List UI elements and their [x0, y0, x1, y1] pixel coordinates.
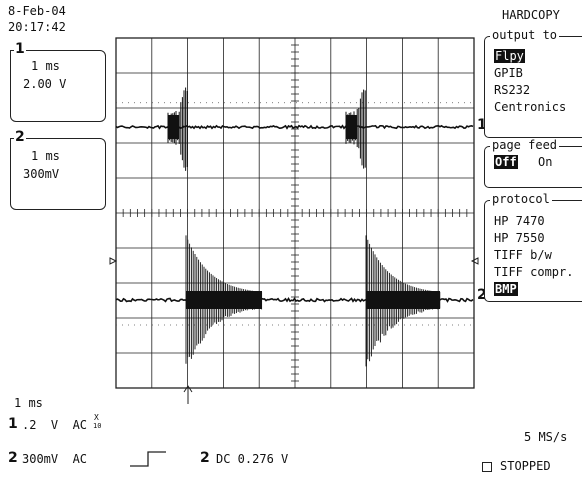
stopped-indicator-icon: [482, 462, 492, 472]
ch-left-position-marker: [110, 258, 116, 264]
status-ch1-number: 1: [8, 416, 18, 432]
trigger-setting: DC 0.276 V: [216, 452, 288, 466]
trigger-point-arrow: [184, 386, 192, 404]
ch1-burst: [168, 88, 187, 171]
output-option-flpy[interactable]: Flpy: [494, 49, 525, 63]
status-ch2-number: 2: [8, 450, 18, 466]
ch1-burst: [346, 90, 365, 169]
ch1-probe-attenuation-top: X: [94, 414, 99, 422]
output-option-rs232[interactable]: RS232: [494, 83, 530, 97]
ch2-burst: [186, 235, 262, 363]
status-ch1-setting: .2 V AC: [22, 418, 87, 432]
output-option-gpib[interactable]: GPIB: [494, 66, 523, 80]
protocol-option-hp7470[interactable]: HP 7470: [494, 214, 545, 228]
ch2-burst: [366, 235, 440, 366]
trigger-slope-icon: [130, 452, 166, 466]
run-state: STOPPED: [500, 459, 551, 473]
status-timebase: 1 ms: [14, 396, 43, 410]
protocol-legend: protocol: [490, 193, 552, 205]
sample-rate: 5 MS/s: [524, 430, 567, 444]
menu-title: HARDCOPY: [502, 8, 560, 22]
protocol-option-hp7550[interactable]: HP 7550: [494, 231, 545, 245]
graticule-grid: [116, 38, 474, 388]
protocol-option-tiff-bw[interactable]: TIFF b/w: [494, 248, 552, 262]
output-to-legend: output to: [490, 29, 559, 41]
page-feed-legend: page feed: [490, 139, 559, 151]
ch-right-position-marker: [472, 258, 478, 264]
status-ch2-setting: 300mV AC: [22, 452, 87, 466]
ch1-probe-attenuation-bottom: 10: [93, 422, 101, 430]
protocol-option-tiff-compr[interactable]: TIFF compr.: [494, 265, 573, 279]
output-option-centronics[interactable]: Centronics: [494, 100, 566, 114]
page-feed-on[interactable]: On: [538, 155, 552, 169]
page-feed-off[interactable]: Off: [494, 155, 518, 169]
protocol-option-bmp[interactable]: BMP: [494, 282, 518, 296]
trigger-source-number: 2: [200, 450, 210, 466]
